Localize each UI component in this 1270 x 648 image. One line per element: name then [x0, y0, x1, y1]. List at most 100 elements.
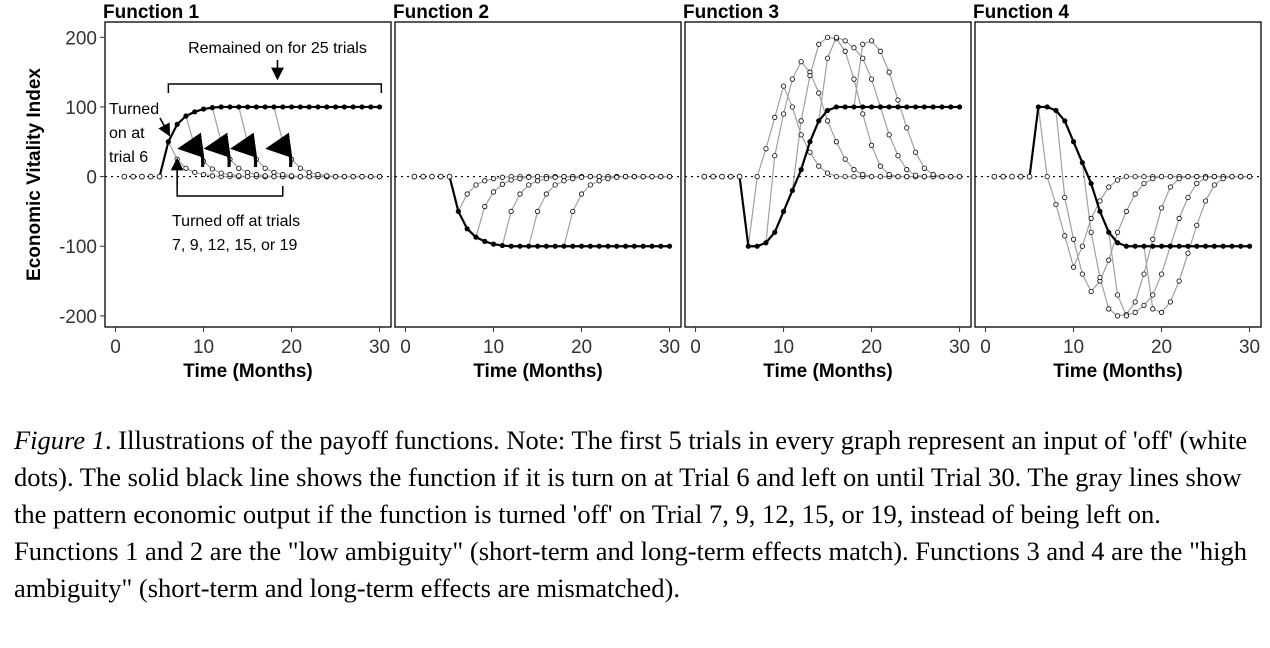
y-tick-label: -200: [59, 307, 97, 328]
panel-title: Function 2: [393, 2, 489, 23]
data-point-off: [842, 48, 848, 54]
data-point-off: [376, 173, 383, 180]
data-point-off: [816, 163, 822, 169]
data-point-on: [482, 238, 488, 244]
data-point-off: [499, 181, 505, 187]
data-point-off: [1088, 215, 1094, 221]
data-point-off: [1220, 176, 1226, 182]
data-point-off: [174, 156, 180, 162]
data-point-off: [596, 178, 602, 184]
data-point-off: [218, 170, 224, 176]
data-point-off: [939, 173, 945, 180]
annotation-turned-on-line: on at: [109, 125, 145, 142]
data-point-off: [868, 76, 875, 82]
data-point-off: [297, 165, 303, 171]
data-point-off: [1141, 173, 1147, 180]
data-point-off: [868, 142, 875, 148]
data-point-on: [930, 104, 936, 110]
data-point-off: [904, 173, 910, 180]
data-point-on: [262, 104, 268, 110]
data-point-off: [570, 176, 576, 182]
panel-3: Function 3 0 10 20 30 Time (Months): [683, 2, 972, 382]
data-point-on: [490, 241, 497, 247]
data-point-off: [596, 173, 602, 180]
data-point-off: [1176, 278, 1182, 284]
data-point-on: [359, 104, 365, 110]
data-point-on: [631, 243, 637, 249]
data-point-off: [1194, 222, 1200, 228]
x-axis-title: Time (Months): [473, 361, 602, 382]
data-point-off-input: [156, 173, 163, 180]
data-point-off: [306, 173, 312, 180]
data-point-off: [1123, 313, 1129, 319]
data-point-off: [306, 169, 312, 176]
data-point-on: [227, 104, 233, 110]
data-point-off: [508, 177, 514, 183]
data-point-off: [754, 173, 760, 180]
data-point-off: [561, 178, 567, 184]
data-point-on: [209, 105, 215, 111]
x-tick-label: 10: [193, 337, 214, 358]
data-point-off: [1185, 173, 1191, 180]
data-point-off: [895, 153, 901, 159]
data-point-off: [877, 173, 883, 180]
data-point-off: [921, 173, 927, 180]
data-point-off: [244, 173, 251, 180]
data-point-on: [1062, 118, 1068, 124]
x-tick-label: 0: [980, 337, 991, 358]
data-point-on: [1238, 243, 1244, 249]
data-point-off-input: [446, 173, 453, 180]
data-point-off: [1246, 173, 1253, 180]
x-axis-title: Time (Months): [1053, 361, 1182, 382]
data-point-off: [1141, 302, 1147, 309]
data-point-off: [271, 169, 277, 176]
series-line-off-at-15: [238, 106, 380, 178]
data-point-on: [833, 104, 839, 110]
data-point-on: [253, 104, 259, 110]
data-point-on: [754, 243, 760, 249]
data-point-off: [578, 174, 585, 180]
data-point-off: [561, 173, 567, 180]
data-point-off: [1053, 201, 1059, 208]
data-point-off: [534, 178, 541, 184]
data-point-on: [561, 243, 567, 249]
x-tick-label: 20: [1151, 337, 1172, 358]
data-point-off: [350, 173, 356, 180]
data-point-on: [780, 208, 787, 215]
data-point-off: [552, 182, 558, 188]
data-point-off: [956, 173, 963, 180]
data-point-off: [1132, 191, 1138, 197]
data-point-off: [218, 139, 224, 145]
data-point-off: [482, 203, 488, 210]
data-point-off: [1185, 250, 1191, 256]
data-point-off: [517, 191, 523, 197]
data-point-off: [842, 38, 848, 44]
data-point-on: [332, 104, 339, 110]
data-point-off: [1185, 194, 1191, 201]
data-point-off: [816, 41, 822, 47]
data-point-on: [745, 243, 751, 249]
data-point-off: [1176, 215, 1182, 221]
data-point-off: [1194, 180, 1200, 187]
data-point-on: [1185, 243, 1191, 249]
data-point-off-input: [139, 173, 145, 180]
data-point-on: [288, 104, 295, 110]
data-point-off: [315, 171, 321, 178]
data-point-on: [1246, 243, 1253, 249]
x-tick-label: 30: [369, 337, 390, 358]
data-point-on: [649, 243, 655, 249]
data-point-off: [833, 173, 839, 180]
data-point-off: [860, 55, 866, 61]
data-point-on: [174, 121, 180, 127]
data-point-on: [851, 104, 857, 110]
data-point-on: [464, 226, 470, 232]
data-point-off: [464, 191, 470, 197]
data-point-off: [244, 169, 251, 176]
data-point-off: [543, 176, 549, 182]
arrow-turn-off-curved: [230, 132, 258, 168]
y-tick-label: -100: [59, 237, 97, 258]
data-point-off-input: [1026, 173, 1033, 180]
data-point-on: [904, 104, 910, 110]
x-tick-label: 30: [1239, 337, 1260, 358]
data-point-on: [350, 104, 356, 110]
